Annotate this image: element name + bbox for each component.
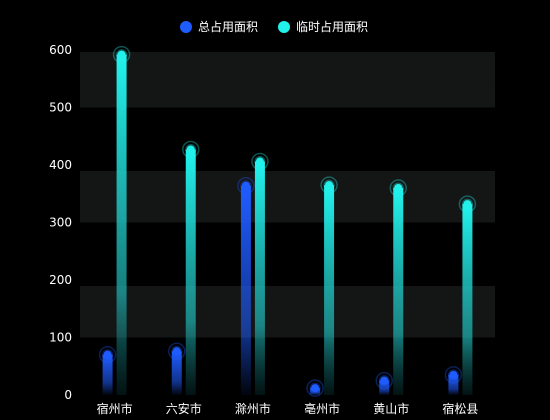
bar-cap-ring	[444, 366, 463, 384]
bar	[458, 195, 477, 395]
bar-body	[324, 185, 335, 395]
bar-body	[102, 354, 113, 395]
bar-body	[393, 188, 404, 395]
legend-item[interactable]: 总占用面积	[180, 19, 258, 34]
bar	[375, 371, 393, 395]
x-tick-label: 滁州市	[235, 401, 271, 416]
y-axis: 0 100 200 300 400 500 600	[49, 43, 72, 402]
bars	[98, 45, 477, 397]
bar-cap-dot	[117, 50, 126, 59]
bar-cap-dot	[255, 157, 264, 166]
bar-cap-dot	[186, 145, 195, 154]
bar-cap-ring	[375, 371, 393, 390]
legend-label: 临时占用面积	[296, 19, 368, 34]
legend-marker	[278, 21, 290, 33]
bar-cap-dot	[172, 347, 181, 356]
grid-band	[80, 171, 495, 223]
bar-cap-ring	[458, 195, 477, 213]
y-tick-label: 400	[49, 158, 72, 172]
legend-marker	[180, 21, 192, 33]
bar	[320, 176, 338, 395]
bar-cap-ring	[389, 179, 407, 197]
bar-cap-dot	[463, 200, 472, 209]
bar	[168, 342, 186, 395]
bar-body	[448, 374, 459, 395]
x-tick-label: 亳州市	[304, 401, 340, 416]
legend-item[interactable]: 临时占用面积	[278, 19, 368, 34]
bar-cap-dot	[380, 376, 389, 385]
y-tick-label: 500	[49, 101, 72, 115]
bar-cap-ring	[168, 342, 186, 361]
y-tick-label: 200	[49, 273, 72, 287]
bar-body	[379, 380, 390, 395]
y-tick-label: 300	[49, 216, 72, 230]
x-tick-label: 黄山市	[373, 401, 409, 416]
bar	[251, 152, 269, 395]
x-tick-label: 宿州市	[97, 401, 133, 416]
bar-cap-ring	[112, 45, 131, 64]
bar	[237, 176, 255, 395]
bar-cap-ring	[306, 379, 324, 397]
bar-cap-dot	[103, 350, 112, 359]
bar-cap-dot	[449, 370, 458, 379]
grid-band	[80, 52, 495, 84]
grid-band	[80, 286, 495, 338]
bar	[306, 379, 324, 397]
bar-cap-ring	[320, 176, 338, 194]
x-tick-label: 宿松县	[442, 401, 478, 416]
bar-body	[254, 161, 265, 395]
x-axis: 宿州市 六安市 滁州市 亳州市 黄山市 宿松县	[97, 401, 479, 416]
bar-cap-ring	[237, 176, 255, 195]
bar-cap-dot	[241, 181, 250, 190]
bar	[182, 140, 200, 395]
bar-cap-ring	[251, 152, 269, 171]
legend[interactable]: 总占用面积 临时占用面积	[180, 19, 368, 34]
bar	[444, 366, 463, 395]
bar-body	[240, 185, 251, 395]
x-tick-label: 六安市	[166, 401, 202, 416]
grid-bands	[80, 52, 495, 338]
y-tick-label: 600	[49, 43, 72, 57]
bar-body	[171, 351, 182, 395]
bar	[112, 45, 131, 395]
bar-body	[185, 149, 196, 395]
bar-body	[462, 204, 473, 395]
bar-body	[116, 54, 127, 395]
bar-cap-ring	[182, 140, 200, 159]
bar	[98, 346, 117, 395]
y-tick-label: 100	[49, 331, 72, 345]
bar	[389, 179, 407, 395]
legend-label: 总占用面积	[198, 19, 258, 34]
bar-cap-dot	[311, 384, 320, 393]
y-tick-label: 0	[64, 388, 72, 402]
bar-cap-dot	[325, 181, 334, 190]
bar-cap-dot	[394, 184, 403, 192]
bar-cap-ring	[98, 346, 117, 364]
